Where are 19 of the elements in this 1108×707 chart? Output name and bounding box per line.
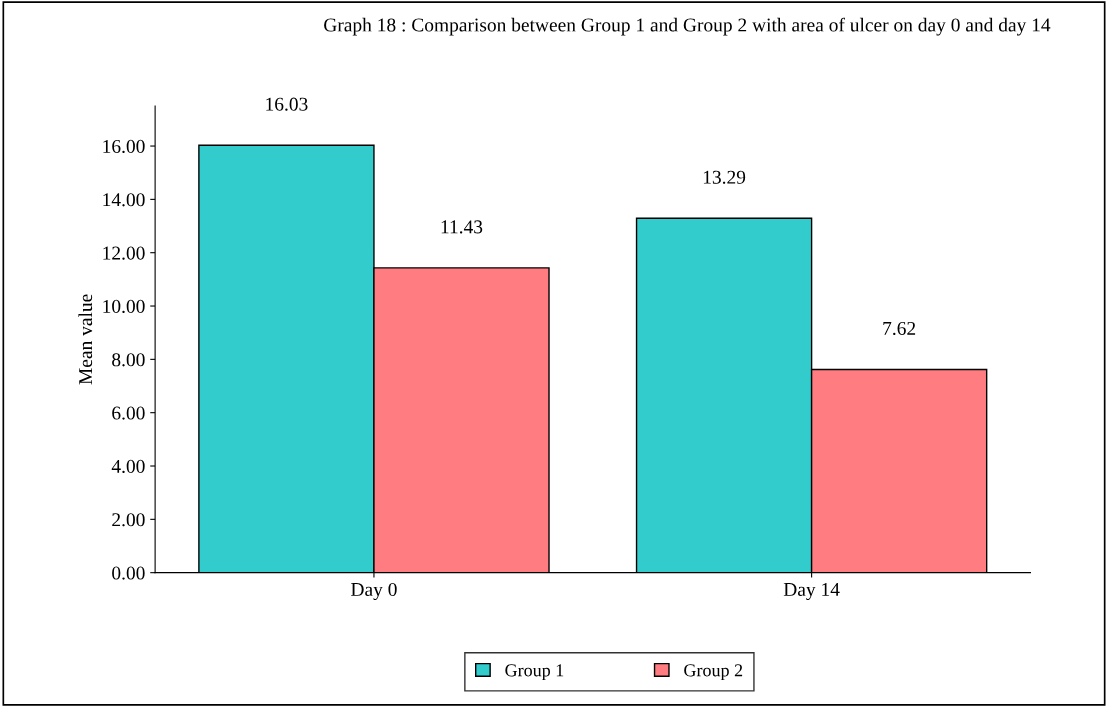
y-axis-title: Mean value	[78, 294, 93, 385]
y-tick-label: 14.00	[103, 193, 145, 207]
legend-label: Group 1	[505, 664, 564, 681]
x-tick-label: Day 0	[351, 582, 397, 601]
y-tick-label: 12.00	[103, 246, 145, 260]
y-tick-label: 8.00	[112, 353, 145, 367]
y-tick-label: 0.00	[112, 566, 145, 580]
chart-title: Graph 18 : Comparison between Group 1 and Group 2 with area of ulcer on day 0 and day 14	[324, 17, 1051, 36]
data-label: 7.62	[883, 321, 916, 336]
y-tick-label: 4.00	[111, 459, 145, 474]
y-tick-label: 16.00	[103, 139, 145, 154]
x-tick-label: Day 14	[783, 582, 840, 601]
y-tick-label: 10.00	[103, 299, 145, 314]
legend-label: Group 2	[684, 664, 743, 681]
data-label: 11.43	[441, 220, 483, 234]
data-label: 13.29	[703, 170, 746, 184]
y-tick-label: 2.00	[112, 513, 145, 527]
data-label: 16.03	[266, 97, 308, 111]
y-tick-label: 6.00	[112, 406, 145, 420]
